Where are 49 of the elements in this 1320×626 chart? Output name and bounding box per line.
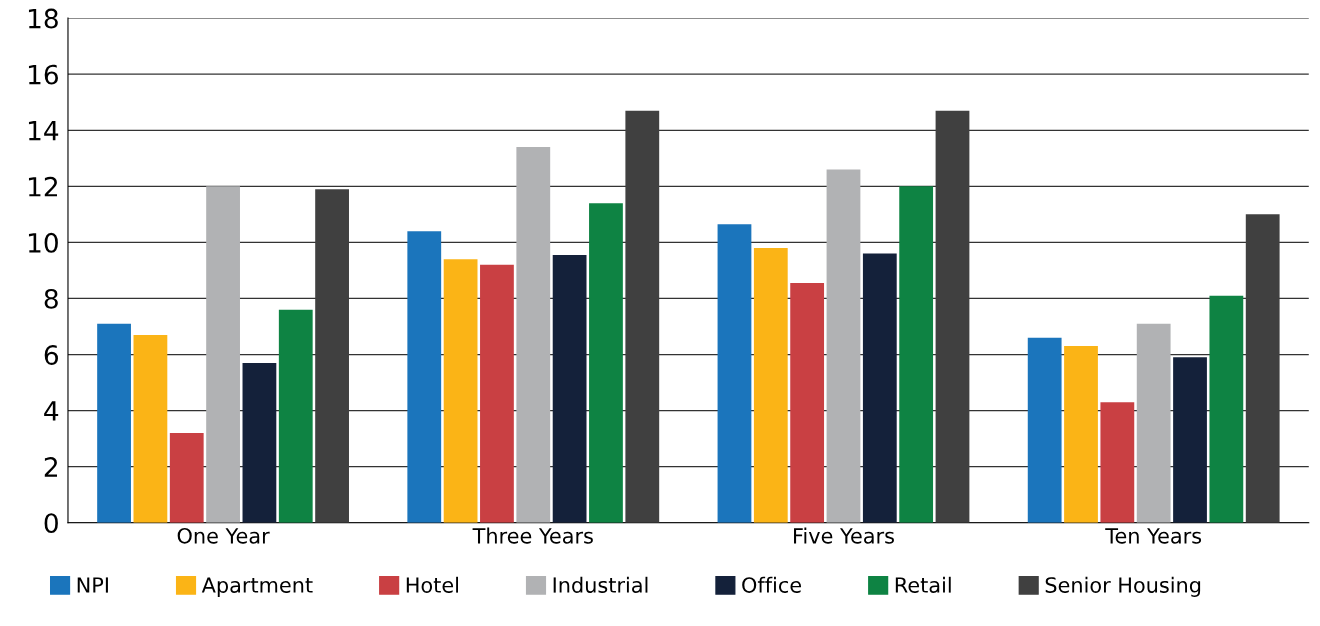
bar xyxy=(935,110,970,523)
y-tick-label: 12 xyxy=(28,176,57,197)
bar xyxy=(97,323,131,523)
x-tick-label: Ten Years xyxy=(1105,528,1202,544)
bar xyxy=(133,334,168,523)
y-tick-label: 10 xyxy=(28,232,58,253)
legend-label: Apartment xyxy=(201,577,313,597)
y-tick-label: 4 xyxy=(44,401,59,421)
bar xyxy=(1027,337,1062,523)
y-tick-label: 6 xyxy=(44,344,58,365)
legend-label: Office xyxy=(742,576,802,593)
bar xyxy=(1209,295,1244,523)
bar xyxy=(315,189,349,523)
y-tick-label: 14 xyxy=(28,121,59,141)
bar xyxy=(862,253,897,523)
bar xyxy=(826,169,861,523)
bar xyxy=(242,362,277,523)
bar xyxy=(169,433,204,523)
bar xyxy=(899,186,934,523)
x-tick-label: Three Years xyxy=(472,527,593,544)
legend-label: Senior Housing xyxy=(1045,576,1201,597)
legend-label: Retail xyxy=(895,576,951,593)
bar xyxy=(206,186,240,523)
x-tick-label: Five Years xyxy=(794,527,894,544)
bar xyxy=(753,248,788,523)
bar xyxy=(790,283,825,523)
bar xyxy=(552,255,587,523)
bar xyxy=(1136,323,1171,523)
bar xyxy=(625,110,660,523)
bar xyxy=(1100,402,1135,523)
bar xyxy=(1245,214,1280,523)
y-tick-label: 2 xyxy=(44,457,57,477)
bar xyxy=(516,147,551,523)
bar xyxy=(443,259,478,523)
bar xyxy=(1064,346,1098,523)
bar xyxy=(278,309,313,523)
x-tick-label: One Year xyxy=(177,527,270,544)
y-tick-label: 8 xyxy=(44,288,58,309)
bar xyxy=(407,231,442,523)
bar xyxy=(717,224,752,523)
bar xyxy=(480,264,514,523)
bar xyxy=(1173,357,1207,523)
legend-label: Hotel xyxy=(406,576,459,593)
legend-label: Industrial xyxy=(553,576,648,593)
legend-label: NPI xyxy=(77,577,108,593)
y-tick-label: 16 xyxy=(28,64,58,85)
y-tick-label: 18 xyxy=(28,8,58,29)
bar xyxy=(589,203,623,523)
y-tick-label: 0 xyxy=(44,513,58,534)
